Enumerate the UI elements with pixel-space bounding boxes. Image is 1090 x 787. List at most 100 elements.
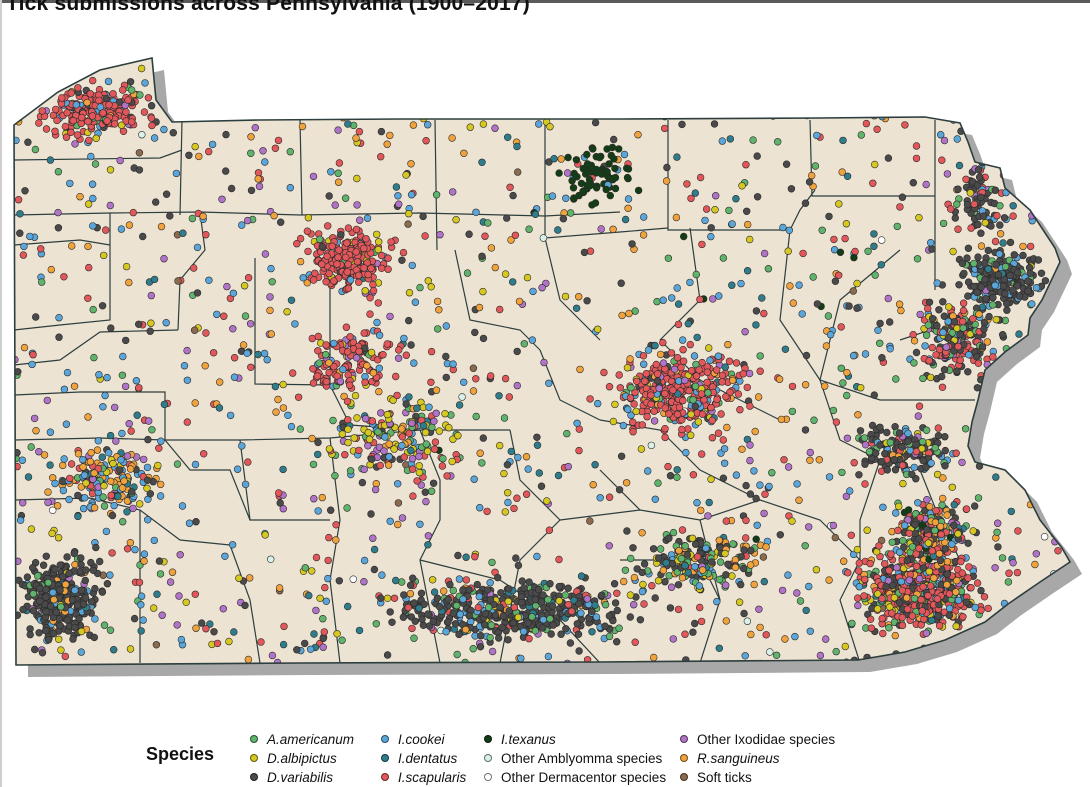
submission-point — [247, 133, 255, 141]
submission-point — [269, 75, 277, 84]
submission-point — [107, 491, 115, 499]
submission-point — [501, 508, 509, 516]
submission-point — [924, 591, 932, 600]
submission-point — [705, 498, 713, 507]
submission-point — [432, 191, 441, 199]
submission-point — [693, 499, 701, 507]
submission-point — [192, 624, 200, 632]
submission-point — [980, 325, 988, 333]
submission-point — [51, 105, 60, 114]
submission-point — [555, 169, 563, 177]
submission-point — [969, 315, 977, 323]
submission-point — [119, 352, 127, 361]
submission-point — [284, 85, 292, 94]
submission-point — [100, 621, 109, 629]
submission-point — [398, 425, 406, 433]
submission-point — [615, 486, 624, 494]
submission-point — [496, 603, 504, 611]
submission-point — [266, 293, 274, 301]
submission-point — [73, 131, 82, 139]
submission-point — [873, 605, 882, 613]
submission-point — [319, 634, 327, 643]
submission-point — [849, 352, 858, 360]
submission-point — [870, 242, 878, 251]
submission-point — [360, 556, 369, 565]
submission-point — [673, 410, 682, 418]
submission-point — [79, 463, 87, 471]
submission-point — [712, 366, 721, 374]
submission-point — [870, 391, 878, 399]
submission-point — [398, 433, 407, 441]
submission-point — [893, 222, 901, 231]
submission-point — [69, 635, 77, 643]
submission-point — [885, 318, 894, 326]
submission-point — [71, 623, 79, 632]
submission-point — [698, 358, 706, 367]
submission-point — [270, 212, 278, 220]
submission-point — [703, 378, 711, 387]
submission-point — [650, 417, 659, 425]
submission-point — [780, 456, 788, 464]
submission-point — [902, 594, 911, 602]
submission-point — [631, 638, 639, 646]
submission-point — [335, 159, 344, 167]
submission-point — [500, 414, 509, 422]
submission-point — [791, 632, 799, 641]
submission-point — [845, 302, 853, 310]
submission-point — [702, 544, 710, 552]
submission-point — [617, 452, 626, 460]
submission-point — [422, 137, 430, 145]
submission-point — [781, 345, 790, 353]
pennsylvania-map[interactable] — [0, 0, 1090, 720]
submission-point — [751, 95, 759, 104]
submission-point — [894, 526, 902, 535]
submission-point — [621, 566, 630, 574]
submission-point — [24, 138, 32, 146]
submission-point — [843, 368, 851, 377]
submission-point — [614, 145, 623, 153]
submission-point — [586, 181, 594, 190]
submission-point — [400, 591, 408, 599]
submission-point — [545, 526, 554, 534]
submission-point — [303, 279, 311, 287]
submission-point — [58, 94, 66, 102]
submission-point — [286, 184, 294, 192]
submission-point — [310, 630, 318, 638]
submission-point — [160, 400, 169, 409]
submission-point — [377, 153, 385, 161]
submission-point — [343, 268, 351, 276]
submission-point — [360, 244, 368, 253]
county-border-18 — [779, 229, 821, 381]
submission-point — [125, 221, 134, 229]
submission-point — [946, 205, 955, 213]
submission-point — [220, 312, 228, 320]
submission-point — [191, 399, 199, 407]
submission-point — [640, 560, 649, 568]
submission-point — [654, 554, 663, 562]
submission-point — [207, 94, 216, 103]
submission-point — [646, 59, 654, 67]
submission-point — [713, 395, 721, 404]
submission-point — [832, 647, 840, 656]
submission-point — [341, 451, 349, 459]
submission-point — [928, 547, 936, 555]
submission-point — [74, 491, 82, 500]
submission-point — [683, 551, 691, 559]
submission-point — [227, 184, 236, 193]
submission-point — [940, 136, 949, 145]
submission-point — [696, 102, 704, 111]
submission-point — [950, 501, 958, 509]
submission-point — [44, 635, 53, 644]
submission-point — [372, 620, 380, 628]
submission-point — [225, 98, 233, 106]
submission-point — [696, 506, 705, 515]
submission-point — [175, 592, 183, 600]
submission-point — [512, 554, 520, 562]
submission-point — [940, 312, 948, 320]
submission-point — [644, 346, 653, 354]
submission-point — [1015, 292, 1024, 300]
submission-point — [746, 490, 755, 498]
submission-point — [505, 393, 513, 401]
submission-point — [44, 498, 52, 507]
submission-point — [312, 553, 321, 562]
